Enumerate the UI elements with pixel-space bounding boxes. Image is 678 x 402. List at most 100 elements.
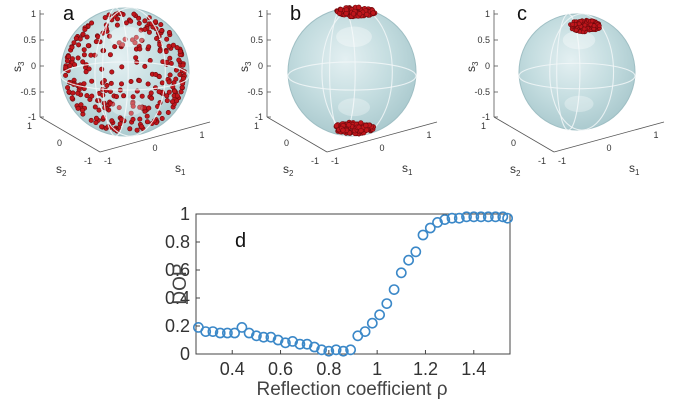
state-point (102, 15, 108, 21)
state-point (63, 72, 69, 78)
x-tick-label: 0 (379, 143, 384, 153)
x-tick-label: 1 (372, 359, 382, 379)
data-marker (214, 327, 226, 339)
state-point (170, 42, 176, 48)
z-tick-label: 0 (31, 61, 36, 71)
state-point (114, 22, 120, 28)
state-point (116, 105, 122, 111)
state-point (139, 93, 145, 99)
state-point (80, 59, 86, 65)
panel-label-d: d (235, 230, 246, 252)
data-marker (461, 211, 472, 223)
y-tick-label: -1 (311, 156, 319, 166)
state-point (136, 78, 142, 84)
state-point (149, 95, 155, 101)
z-tick-label: 1 (485, 9, 490, 19)
x-tick-label: -1 (558, 156, 566, 166)
x-tick-label: 1 (426, 130, 431, 140)
data-marker (482, 211, 494, 223)
state-point (81, 81, 87, 87)
y-axis-name: s2 (283, 162, 294, 178)
z-tick-label: 0 (485, 61, 490, 71)
y-tick-label: 0 (284, 138, 289, 148)
state-point (164, 36, 170, 42)
state-point (67, 63, 73, 69)
state-point (174, 98, 180, 104)
state-point (166, 89, 172, 95)
state-point (138, 27, 144, 33)
equator-line (60, 61, 190, 91)
state-point (576, 21, 582, 27)
x-axis-line (553, 121, 665, 153)
y-tick-label: 0 (57, 138, 62, 148)
x-axis-label: Reflection coefficient ρ (256, 379, 447, 400)
x-tick-label: 1.2 (413, 359, 438, 379)
state-point (130, 116, 136, 122)
y-tick-group: 0 0.2 0.4 0.6 0.8 1 (165, 204, 200, 364)
state-point (172, 88, 178, 94)
data-marker (439, 214, 451, 225)
state-point (180, 62, 186, 68)
data-marker (366, 317, 378, 329)
data-marker (446, 212, 458, 224)
state-point (581, 26, 587, 32)
state-point (78, 102, 84, 108)
y-tick-label: 0.4 (165, 288, 190, 308)
y-axis-name: s2 (56, 162, 67, 178)
state-point (340, 127, 346, 133)
state-point (123, 20, 129, 26)
state-point (164, 98, 170, 104)
data-marker (490, 211, 501, 223)
state-point (117, 121, 123, 127)
state-point (120, 42, 126, 48)
state-point (178, 89, 184, 95)
z-axis-name: s3 (10, 61, 26, 72)
z-tick-label: -1 (482, 112, 490, 122)
state-point (570, 22, 575, 27)
x-tick-label: -1 (331, 156, 339, 166)
state-point (81, 52, 87, 58)
data-marker (337, 345, 349, 357)
x-axis-name: s1 (402, 161, 413, 177)
state-point (93, 115, 99, 121)
state-point (88, 117, 94, 123)
meridian-line (102, 7, 129, 137)
data-marker (229, 327, 240, 339)
x-tick-label: 1 (653, 130, 658, 140)
z-tick-label: -1 (255, 112, 263, 122)
state-point (166, 29, 172, 35)
x-tick-label: 0 (152, 143, 157, 153)
data-marker (287, 335, 298, 347)
y-axis-line (39, 116, 101, 153)
state-point (86, 66, 92, 72)
z-axis-name: s3 (237, 61, 253, 72)
data-marker (272, 334, 284, 346)
x-tick-label: 0.6 (268, 359, 293, 379)
z-tick-label: -0.5 (247, 87, 263, 97)
data-marker (323, 345, 335, 357)
state-point (92, 104, 98, 110)
z-tick-label: 1 (31, 9, 36, 19)
meridian-line (94, 7, 166, 137)
state-point (83, 69, 89, 75)
state-point (134, 127, 140, 133)
y-tick-label: 0.6 (165, 260, 190, 280)
data-marker (330, 344, 342, 356)
state-point (350, 11, 357, 17)
state-point (115, 16, 121, 22)
state-point (156, 89, 162, 95)
data-marker (265, 331, 277, 343)
state-point (154, 35, 160, 41)
data-marker (417, 229, 429, 241)
state-point (173, 76, 179, 82)
state-point (170, 99, 176, 105)
state-point (144, 113, 150, 119)
y-tick-label: -1 (84, 156, 92, 166)
state-point (114, 94, 120, 100)
state-point (109, 69, 115, 75)
state-point (73, 35, 79, 41)
state-point (364, 11, 370, 17)
state-point (148, 90, 154, 96)
